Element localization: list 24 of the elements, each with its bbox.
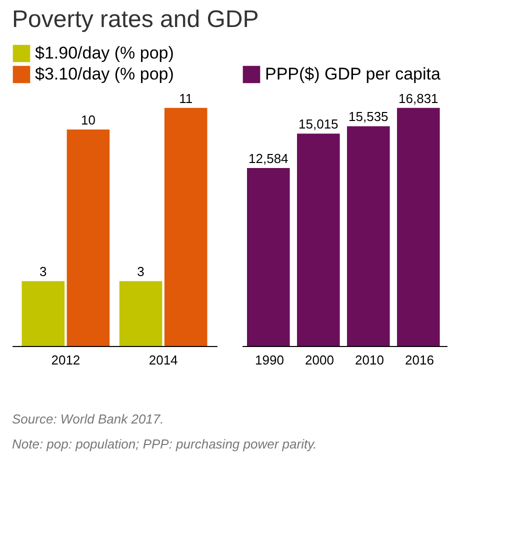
- source-note: Source: World Bank 2017.: [12, 412, 164, 426]
- data-label: 3: [40, 264, 47, 280]
- bar: [297, 134, 340, 346]
- data-label: 15,535: [348, 109, 388, 124]
- x-tick-label: 2012: [51, 352, 80, 368]
- legend-label: PPP($) GDP per capita: [265, 64, 441, 84]
- legend-label: $3.10/day (% pop): [35, 64, 174, 84]
- data-label: 11: [179, 90, 193, 106]
- data-label: 10: [80, 112, 96, 128]
- data-label: 16,831: [398, 90, 438, 106]
- bar: [347, 126, 390, 346]
- legend-label: $1.90/day (% pop): [35, 44, 174, 62]
- data-label: 15,015: [298, 116, 338, 132]
- data-label: 3: [137, 264, 144, 280]
- x-tick-label: 2014: [148, 352, 178, 368]
- x-tick-label: 2010: [355, 352, 384, 368]
- chart-title: Poverty rates and GDP: [12, 6, 259, 33]
- x-tick-label: 1990: [255, 352, 284, 368]
- data-label: 12,584: [248, 150, 288, 166]
- x-tick-label: 2016: [405, 352, 434, 368]
- bar: [247, 168, 290, 346]
- bar: [397, 108, 440, 346]
- text: Note: pop: population; PPP: purchasing power parity.: [12, 436, 317, 452]
- x-tick-label: 2000: [305, 352, 334, 368]
